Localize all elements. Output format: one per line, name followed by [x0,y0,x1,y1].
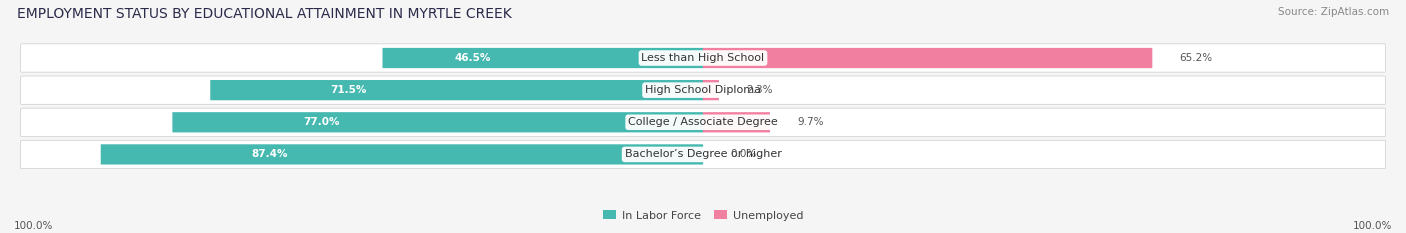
FancyBboxPatch shape [703,48,1153,68]
Text: 65.2%: 65.2% [1180,53,1213,63]
Text: 9.7%: 9.7% [797,117,824,127]
Text: Less than High School: Less than High School [641,53,765,63]
Text: College / Associate Degree: College / Associate Degree [628,117,778,127]
FancyBboxPatch shape [173,112,703,132]
Text: 100.0%: 100.0% [14,221,53,231]
Legend: In Labor Force, Unemployed: In Labor Force, Unemployed [598,206,808,225]
Text: High School Diploma: High School Diploma [645,85,761,95]
Text: 71.5%: 71.5% [330,85,367,95]
FancyBboxPatch shape [21,44,1385,72]
FancyBboxPatch shape [21,76,1385,104]
FancyBboxPatch shape [703,80,718,100]
Text: Source: ZipAtlas.com: Source: ZipAtlas.com [1278,7,1389,17]
Text: EMPLOYMENT STATUS BY EDUCATIONAL ATTAINMENT IN MYRTLE CREEK: EMPLOYMENT STATUS BY EDUCATIONAL ATTAINM… [17,7,512,21]
Text: Bachelor’s Degree or higher: Bachelor’s Degree or higher [624,149,782,159]
Text: 0.0%: 0.0% [731,149,756,159]
FancyBboxPatch shape [211,80,703,100]
Text: 100.0%: 100.0% [1353,221,1392,231]
FancyBboxPatch shape [382,48,703,68]
FancyBboxPatch shape [703,112,770,132]
FancyBboxPatch shape [21,108,1385,137]
Text: 46.5%: 46.5% [454,53,491,63]
Text: 77.0%: 77.0% [302,117,339,127]
FancyBboxPatch shape [101,144,703,164]
Text: 87.4%: 87.4% [252,149,288,159]
FancyBboxPatch shape [21,140,1385,168]
Text: 2.3%: 2.3% [747,85,773,95]
